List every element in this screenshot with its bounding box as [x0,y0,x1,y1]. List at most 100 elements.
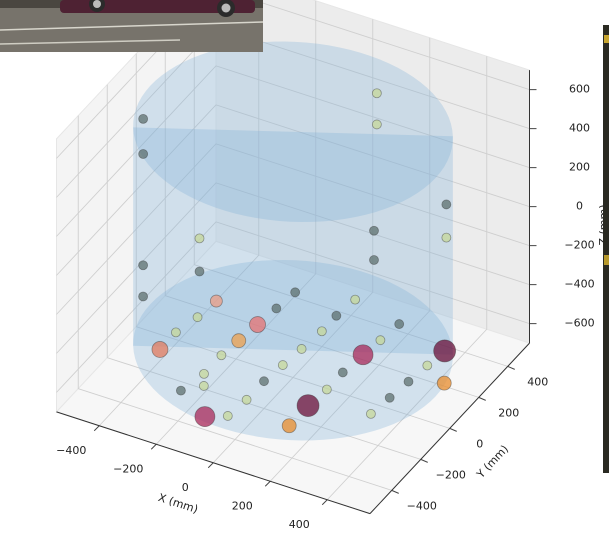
z-tick-label: 600 [569,83,590,96]
side-image-detail [604,35,609,43]
point [231,333,247,349]
point [441,232,452,243]
point [249,316,266,333]
grid-line [106,84,421,460]
point [369,255,379,265]
side-image [603,25,609,473]
x-tick-label: 200 [232,499,253,512]
point [281,418,297,434]
point [241,394,252,405]
grid-line [56,65,530,237]
point [384,392,395,403]
tick-mark [478,396,486,401]
point [403,376,414,387]
point [321,384,332,395]
point [175,385,186,396]
point [170,327,181,338]
z-tick-label: −400 [564,278,594,291]
point [350,294,361,305]
x-axis-line [56,411,371,515]
grid-line [56,143,530,315]
photo-hub [93,0,101,8]
tick-mark [507,365,515,370]
point [290,287,301,298]
point [194,266,205,277]
point [192,312,203,323]
point [365,408,376,419]
tick-mark [264,480,271,487]
photo-line [0,39,181,45]
z-tick-label: −600 [564,317,594,330]
y-tick-label: 200 [498,406,519,419]
point [436,375,452,391]
z-tick-label: 0 [576,200,583,213]
grid-line [135,53,450,429]
z-tick-label: 200 [569,161,590,174]
y-axis-line [369,342,530,514]
grid-line [326,56,488,501]
point [371,88,382,99]
grid-line [56,104,530,276]
z-tick-label: 400 [569,122,590,135]
point [433,339,457,363]
point [194,233,205,244]
point [222,411,233,421]
point [216,350,227,361]
x-tick-label: 400 [289,518,310,531]
grid-line [56,182,530,354]
z-tick-label: −200 [564,239,594,252]
point [151,341,169,358]
y-tick-label: −200 [436,468,466,481]
point [441,199,452,210]
point [271,303,282,314]
photo-thumbnail [0,0,264,52]
tick-mark [93,425,100,432]
grid-line [164,22,479,398]
point [199,368,209,379]
point [375,335,386,346]
point [337,367,348,378]
tick-mark [391,489,399,494]
x-tick-label: −400 [56,444,86,457]
grid-line [77,115,392,491]
points-layer [138,88,457,434]
point [198,381,209,391]
grid-line [56,0,530,159]
point [138,291,149,302]
grid-line [155,0,317,445]
y-tick-label: 400 [527,375,548,388]
point [296,394,320,418]
point [331,310,342,321]
grid-line [212,19,374,464]
point [352,344,374,366]
x-tick-label: −200 [113,462,143,475]
point [259,376,269,387]
x-tick-label: 0 [182,481,189,494]
point [369,225,379,236]
point [194,406,216,427]
tick-mark [449,427,457,432]
grid-line [56,221,530,393]
point [316,326,327,337]
point [138,114,149,124]
x-axis-label: X (mm) [157,491,200,516]
y-tick-label: 0 [476,437,483,450]
cylinder-top [133,41,453,223]
point [277,360,288,370]
tick-mark [207,462,214,469]
grid-line [98,0,260,427]
photo-car [60,0,255,13]
photo-line [0,21,264,31]
grid-line [269,37,431,482]
point [394,319,405,329]
photo-hub [221,3,231,13]
tick-mark [420,458,428,463]
point [138,260,149,271]
tick-mark [321,499,328,506]
point [209,294,223,308]
point [422,360,433,371]
point [296,344,307,354]
y-tick-label: −400 [407,499,437,512]
